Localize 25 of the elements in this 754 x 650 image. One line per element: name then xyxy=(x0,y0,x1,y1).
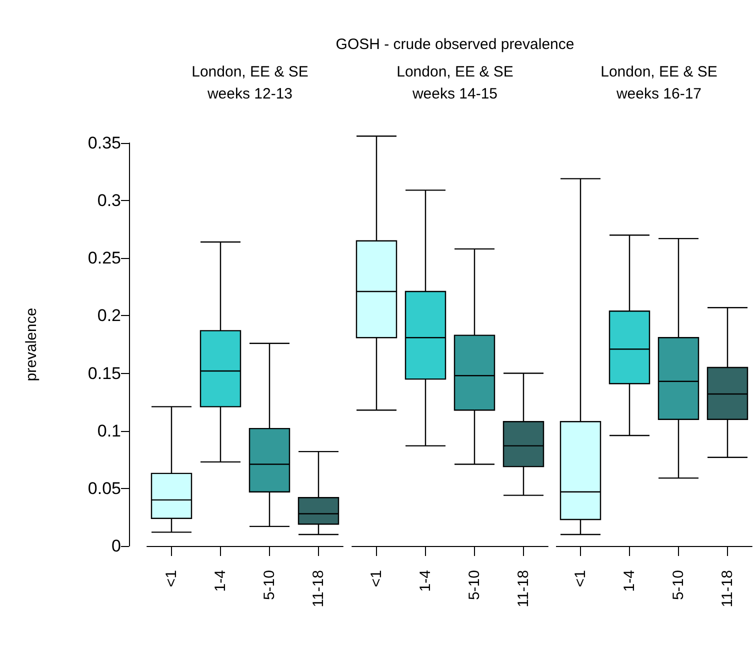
y-axis-title: prevalence xyxy=(23,308,40,382)
chart-subtitle: London, EE & SE weeks 14-15 xyxy=(396,64,514,102)
x-tick-label: 1-4 xyxy=(417,570,434,592)
y-tick-label: 0.2 xyxy=(97,306,121,326)
x-tick-label: <1 xyxy=(368,570,385,588)
x-tick-label: 5-10 xyxy=(670,570,687,600)
x-tick-label: 5-10 xyxy=(261,570,278,600)
x-tick-label: <1 xyxy=(572,570,589,588)
y-tick-label: 0 xyxy=(112,536,121,556)
y-tick-label: 0.25 xyxy=(88,248,121,268)
x-tick-label: 1-4 xyxy=(212,570,229,592)
x-tick-label: 11-18 xyxy=(515,570,532,608)
x-tick-label: 1-4 xyxy=(621,570,638,592)
y-tick-label: 0.05 xyxy=(88,478,121,498)
chart-subtitle: London, EE & SE weeks 12-13 xyxy=(192,64,308,102)
x-tick-label: 11-18 xyxy=(719,570,736,608)
x-tick-label: 11-18 xyxy=(310,570,327,608)
y-tick-label: 0.1 xyxy=(97,421,121,440)
x-tick-label: 5-10 xyxy=(466,570,483,600)
y-tick-label: 0.3 xyxy=(97,191,121,210)
chart-subtitle: London, EE & SE weeks 16-17 xyxy=(600,64,718,102)
y-tick-label: 0.15 xyxy=(88,364,121,383)
x-tick-label: <1 xyxy=(163,570,180,588)
chart-title: GOSH - crude observed prevalence xyxy=(336,36,574,53)
y-tick-label: 0.35 xyxy=(88,134,121,152)
